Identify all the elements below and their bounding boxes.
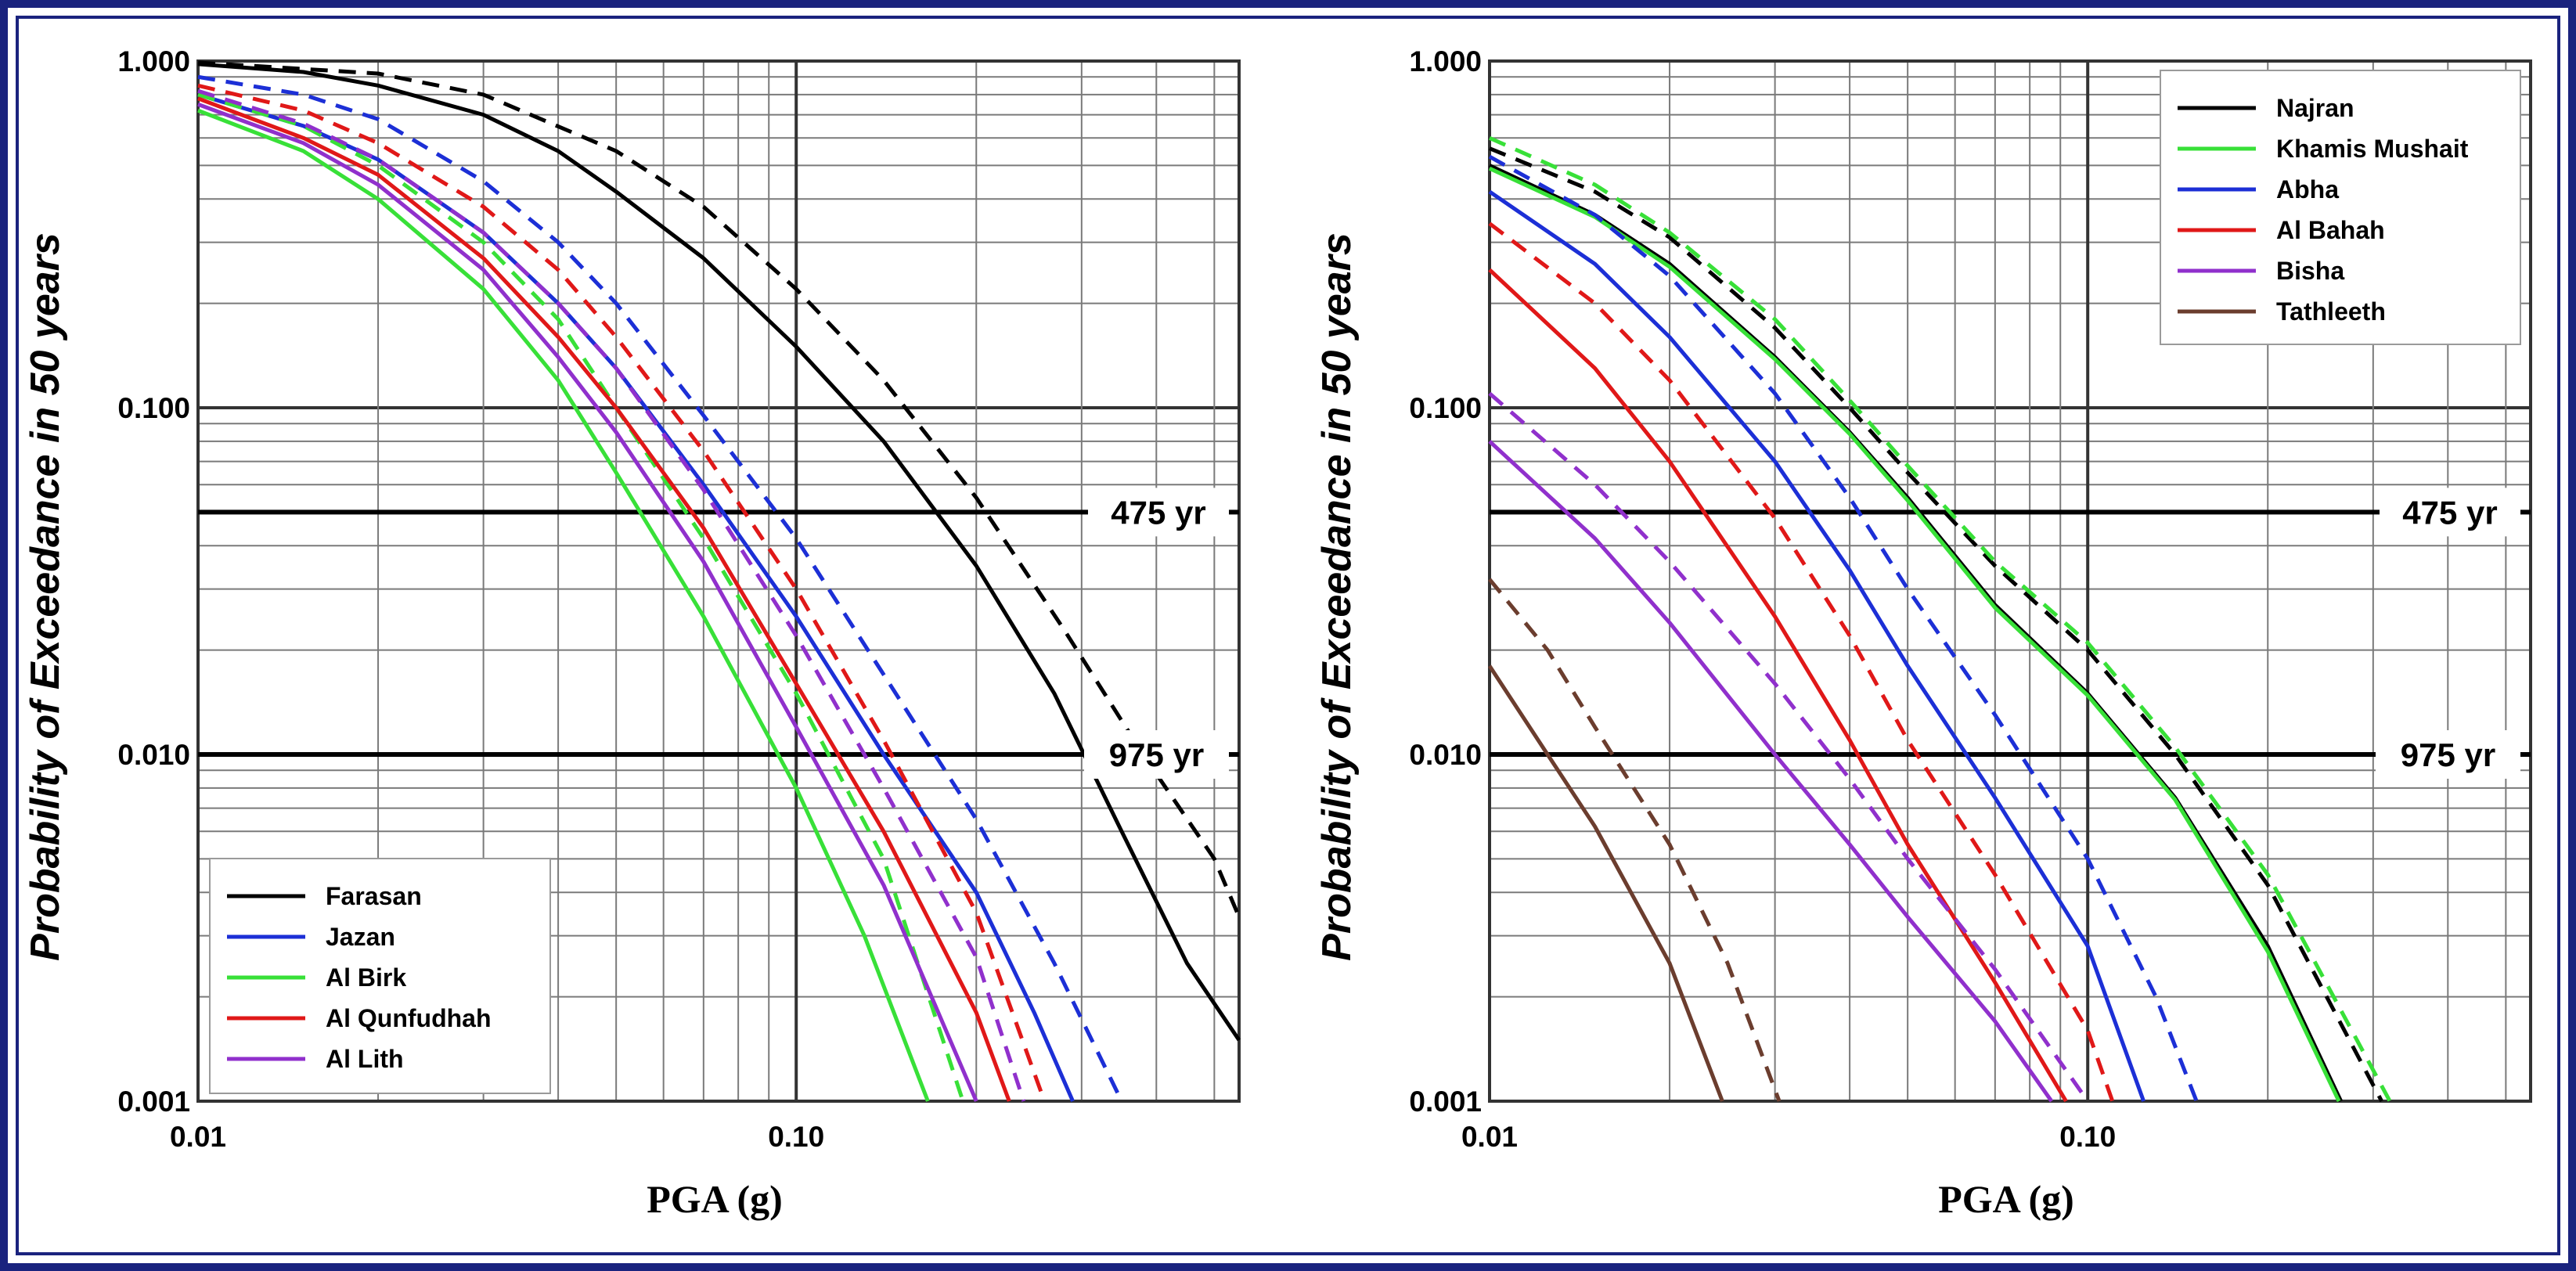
legend-item: Bisha [2178,257,2344,285]
return-period-label: 475 yr [1111,494,1205,531]
series-line-al-qunfudhah-solid [197,96,1011,1102]
return-period-label-box [2376,730,2520,779]
chart-panel-left: 475 yr 975 yr 0.001 0.010 0.100 1.000 0.01 0.10… [23,45,1241,1221]
y-tick-label: 0.001 [117,1086,190,1118]
plot-border [196,59,1241,1103]
legend-label: Bisha [2276,257,2344,285]
legend-label: Al Lith [326,1045,404,1073]
series-group [197,60,1241,1103]
legend-label: Al Bahah [2276,216,2385,244]
y-axis-title: Probability of Exceedance in 50 years [23,232,68,961]
y-tick-label: 1.000 [117,45,190,77]
return-period-label: 975 yr [2401,736,2495,773]
x-tick-label: 0.10 [768,1121,824,1153]
series-line-al-birk-dashed [197,92,965,1102]
x-tick-label: 0.01 [170,1121,226,1153]
y-tick-label: 0.010 [117,739,190,771]
series-line-al-bahah-solid [1488,268,2068,1103]
y-tick-label: 0.100 [1409,392,1482,424]
return-period-label-box [1084,730,1229,779]
series-group [1487,136,2392,1103]
y-tick-label: 0.100 [117,392,190,424]
legend-label: Al Birk [326,963,406,992]
legend-label: Abha [2276,175,2339,203]
series-line-khamis-mushait-dashed [1488,136,2392,1103]
legend: Najran Khamis Mushait Abha Al Bahah Bisha Tat… [2160,70,2521,345]
inner-border [16,16,2560,1255]
return-period-label-box [2380,488,2520,537]
x-tick-label: 0.10 [2059,1121,2116,1153]
series-line-bisha-dashed [1488,391,2090,1103]
series-line-al-birk-solid [197,108,930,1102]
legend: Farasan Jazan Al Birk Al Qunfudhah Al Lith [209,858,551,1094]
x-axis-title: PGA (g) [1938,1177,2074,1221]
legend-item: Al Birk [227,963,406,992]
y-tick-label: 0.010 [1409,739,1482,771]
series-line-farasan-solid [197,62,1241,1042]
series-line-al-bahah-dashed [1488,221,2115,1102]
legend-box [2160,70,2521,345]
series-line-abha-solid [1488,189,2145,1102]
chart-panel-right: 475 yr 975 yr 0.001 0.010 0.100 1.000 0.01 0.10… [1314,45,2532,1221]
y-tick-label: 1.000 [1409,45,1482,77]
return-period-label: 975 yr [1109,736,1204,773]
series-line-al-qunfudhah-dashed [197,83,1047,1102]
series-line-farasan-dashed [197,60,1241,918]
legend-item: Al Bahah [2178,216,2385,244]
series-line-jazan-dashed [197,74,1124,1103]
legend-label: Jazan [326,923,395,951]
legend-label: Al Qunfudhah [326,1004,492,1032]
legend-item: Najran [2178,94,2354,122]
x-tick-label: 0.01 [1461,1121,1518,1153]
return-period-label: 475 yr [2402,494,2497,531]
series-line-tathleeth-solid [1487,664,1724,1102]
series-line-khamis-mushait-solid [1488,166,2341,1103]
legend-item: Abha [2178,175,2339,203]
series-line-al-lith-dashed [197,88,1026,1102]
series-line-najran-dashed [1489,146,2383,1103]
legend-item: Farasan [227,882,422,910]
legend-item: Khamis Mushait [2178,135,2469,163]
legend-label: Najran [2276,94,2354,122]
x-axis-title: PGA (g) [647,1177,783,1221]
y-tick-label: 0.001 [1409,1086,1482,1118]
legend-label: Tathleeth [2276,297,2386,326]
legend-item: Tathleeth [2178,297,2386,326]
legend-label: Khamis Mushait [2276,135,2469,163]
series-line-al-lith-solid [197,102,978,1102]
legend-item: Al Qunfudhah [227,1004,492,1032]
y-axis-title: Probability of Exceedance in 50 years [1314,232,1360,961]
series-line-bisha-solid [1488,440,2054,1103]
legend-item: Al Lith [227,1045,404,1073]
return-period-label-box [1088,488,1229,537]
legend-item: Jazan [227,923,395,951]
legend-label: Farasan [326,882,422,910]
